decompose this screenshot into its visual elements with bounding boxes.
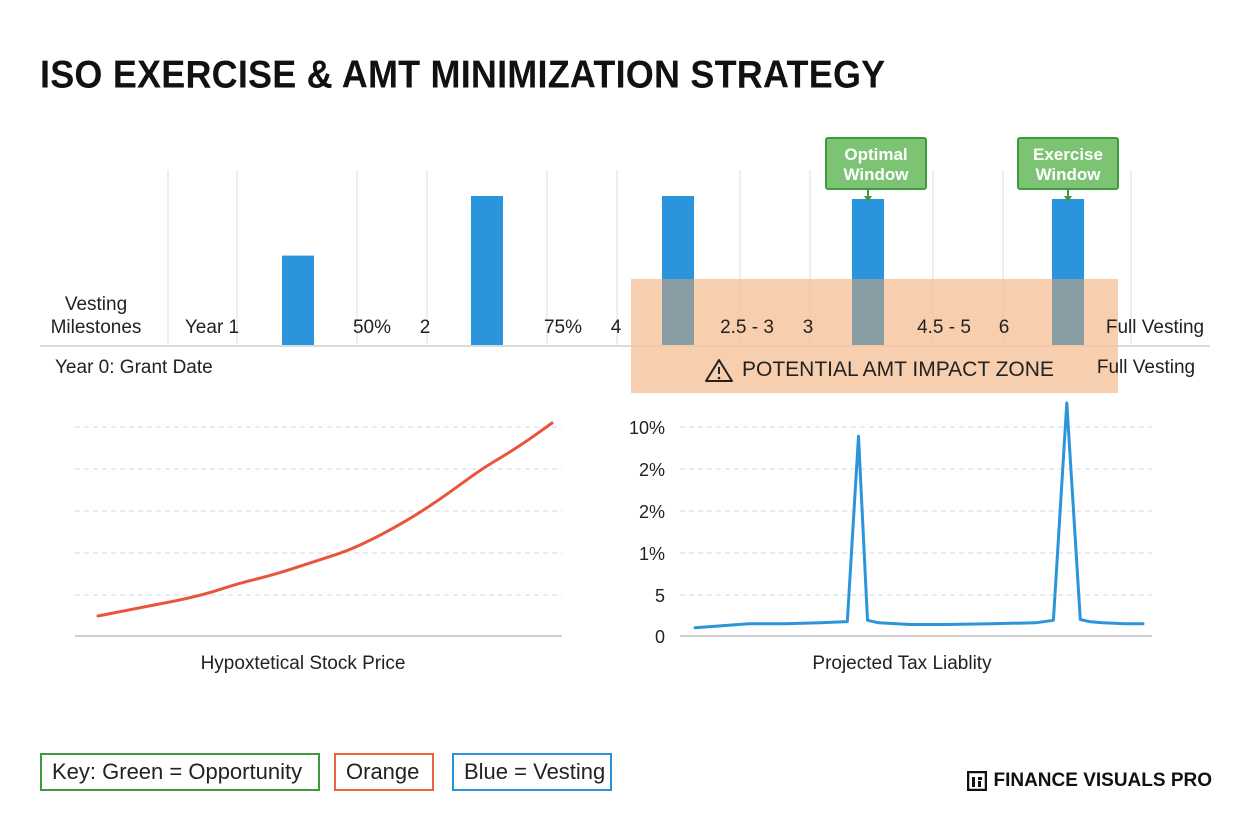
brand-logo: FINANCE VISUALS PRO: [967, 770, 1212, 792]
stock-chart-label: Hypoxtetical Stock Price: [201, 653, 406, 674]
full-vesting-label: Full Vesting: [1097, 357, 1195, 378]
legend-orange: Orange: [334, 753, 434, 791]
y-tick-label: 0: [655, 627, 665, 647]
legend-green: Key: Green = Opportunity: [40, 753, 320, 791]
tick-label: 4.5 - 5: [917, 317, 971, 338]
vesting-bar-overlap: [852, 279, 884, 345]
tax-chart-label: Projected Tax Liablity: [812, 653, 992, 674]
brand-name: FINANCE VISUALS PRO: [993, 770, 1212, 791]
stock-price-line: [96, 421, 554, 618]
legend-blue: Blue = Vesting: [452, 753, 612, 791]
warning-icon: [705, 359, 733, 382]
callout-box: [825, 137, 927, 190]
tick-label: 75%: [544, 317, 582, 338]
warning-icon-dot: [717, 376, 721, 380]
tick-label: Year 1: [185, 317, 239, 338]
tick-label: Full Vesting: [1106, 317, 1204, 338]
y-tick-label: 5: [655, 586, 665, 606]
amt-zone-label: POTENTIAL AMT IMPACT ZONE: [742, 358, 1054, 381]
callout-text: Window: [1036, 165, 1102, 184]
callout-text: Exercise: [1033, 145, 1103, 164]
callout-text: Window: [844, 165, 910, 184]
tick-label: 3: [803, 317, 814, 338]
vesting-bar-overlap: [1052, 279, 1084, 345]
vesting-bar: [282, 255, 314, 345]
callout-text: Optimal: [844, 145, 907, 164]
row-label: Milestones: [51, 317, 142, 338]
vesting-bar-overlap: [662, 279, 694, 345]
page-title: ISO EXERCISE & AMT MINIMIZATION STRATEGY: [40, 52, 886, 97]
row-label: Vesting: [65, 294, 127, 315]
tick-label: 2: [420, 317, 431, 338]
brand-icon: [967, 771, 988, 791]
callout-arrowhead: [864, 196, 872, 202]
callout-arrowhead: [1064, 196, 1072, 202]
tax-liability-line: [693, 401, 1145, 630]
vesting-bar: [471, 196, 503, 345]
tick-label: 4: [611, 317, 622, 338]
y-tick-label: 1%: [639, 544, 665, 564]
y-tick-label: 10%: [629, 418, 665, 438]
grant-date-label: Year 0: Grant Date: [55, 357, 213, 378]
y-tick-label: 2%: [639, 502, 665, 522]
tick-label: 6: [999, 317, 1010, 338]
tick-label: 50%: [353, 317, 391, 338]
tick-label: 2.5 - 3: [720, 317, 774, 338]
y-tick-label: 2%: [639, 460, 665, 480]
